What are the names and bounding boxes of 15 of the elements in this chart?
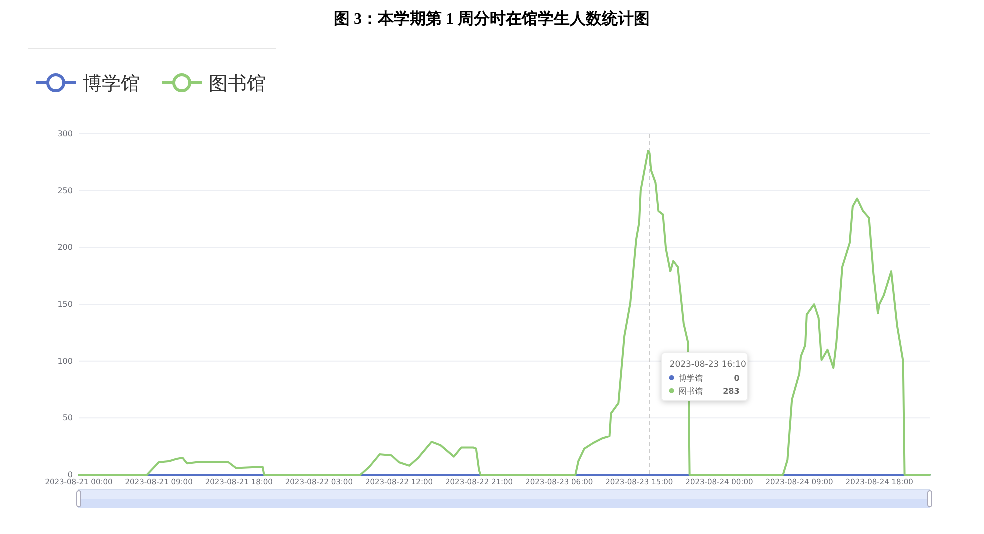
chart-title: 图 3：本学期第 1 周分时在馆学生人数统计图: [334, 10, 650, 28]
y-tick-label: 300: [58, 130, 73, 139]
y-tick-label: 250: [58, 186, 73, 196]
annotation: 0: [734, 374, 740, 383]
legend-label: 图书馆: [209, 73, 266, 95]
annotation: 图书馆: [678, 387, 703, 396]
y-tick-label: 150: [58, 300, 73, 310]
annotation: 2023-08-23 16:10: [670, 360, 746, 370]
annotation: 博学馆: [678, 374, 703, 383]
y-tick-label: 50: [62, 414, 73, 423]
y-tick-label: 100: [58, 356, 73, 366]
legend-label: 博学馆: [83, 73, 140, 95]
y-tick-label: 0: [68, 470, 73, 480]
y-tick-label: 200: [58, 243, 73, 252]
annotation: 283: [723, 387, 740, 396]
